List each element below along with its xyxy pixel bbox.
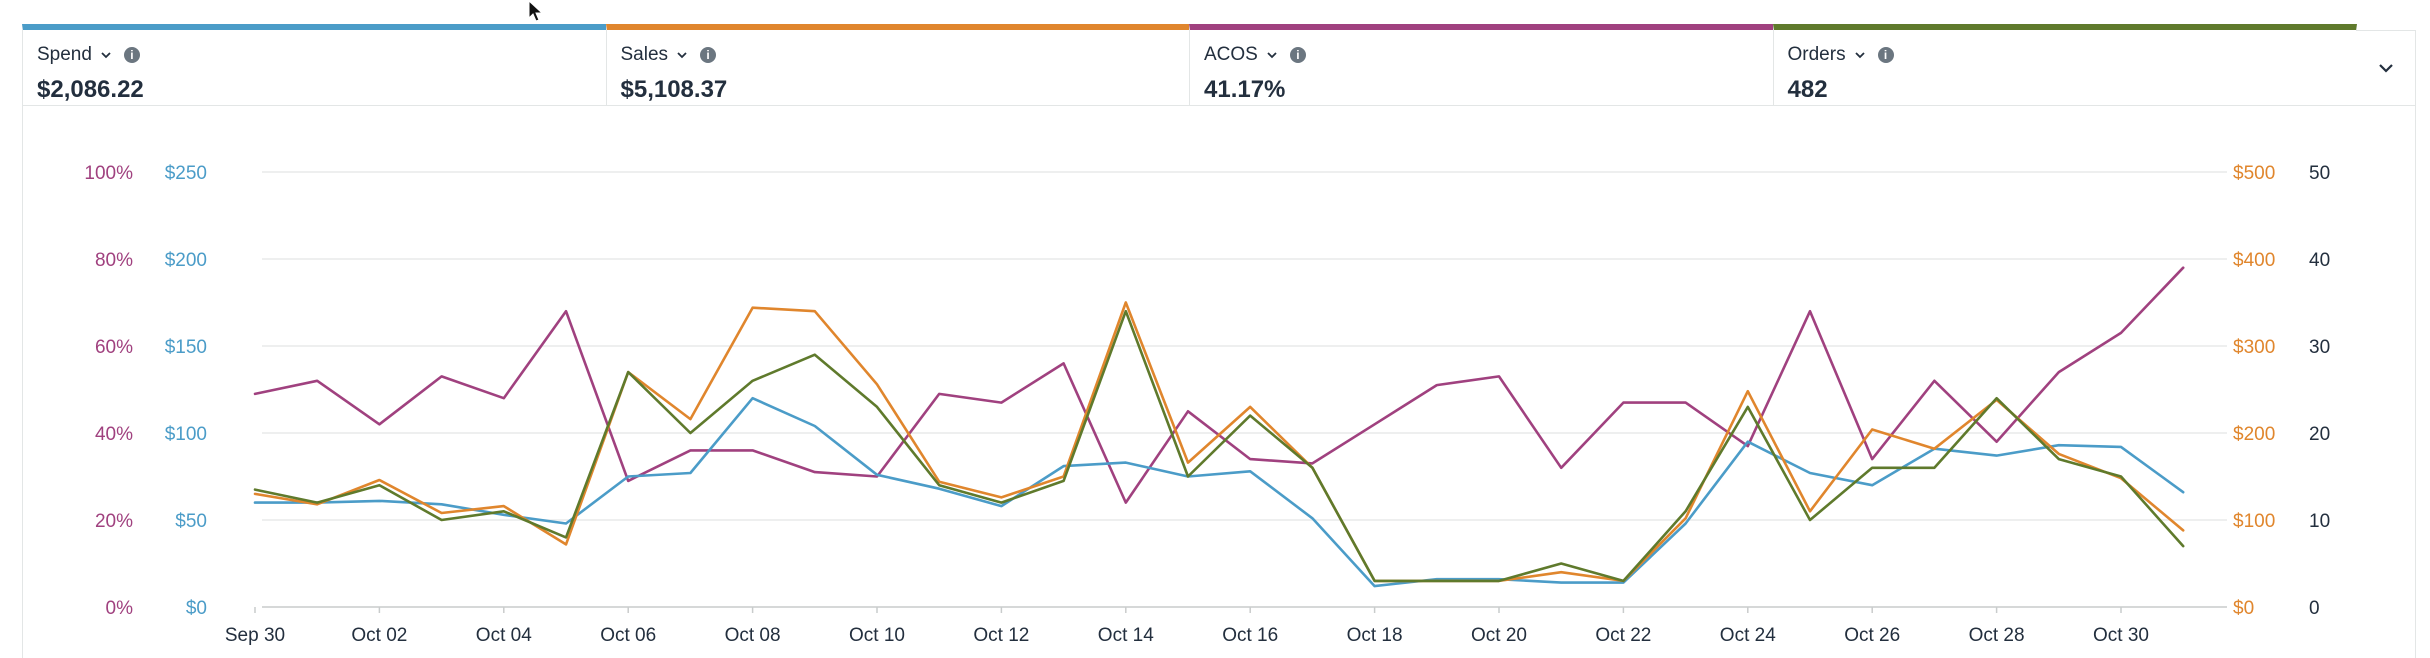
x-tick-label: Oct 22 xyxy=(1595,625,1651,646)
info-icon[interactable]: i xyxy=(1877,47,1894,63)
spend-tick-label: $200 xyxy=(165,250,207,271)
metric-card-sales[interactable]: Sales i $5,108.37 xyxy=(605,24,1190,106)
metric-card-orders[interactable]: Orders i 482 xyxy=(1772,24,2357,106)
metric-label: Sales xyxy=(620,44,669,65)
series-line-sales xyxy=(253,301,2185,583)
x-tick-label: Sep 30 xyxy=(225,625,285,646)
metric-value: $2,086.22 xyxy=(37,76,144,103)
chart-panel: 0% $0 $0 0 20% $50 $100 10 40% $100 $200 20 60% $150 $… xyxy=(22,106,2416,658)
x-tick-label: Oct 08 xyxy=(725,625,781,646)
x-tick-label: Oct 16 xyxy=(1222,625,1278,646)
spend-tick-label: $150 xyxy=(165,337,207,358)
mouse-cursor-icon xyxy=(528,0,544,22)
spend-tick-label: $0 xyxy=(186,598,207,619)
spend-tick-label: $250 xyxy=(165,163,207,184)
metric-value: $5,108.37 xyxy=(620,76,728,103)
sales-tick-label: $400 xyxy=(2233,250,2275,271)
acos-tick-label: 40% xyxy=(95,424,133,445)
x-tick-label: Oct 06 xyxy=(600,625,656,646)
metric-value: 41.17% xyxy=(1204,76,1286,103)
x-tick-label: Oct 18 xyxy=(1347,625,1403,646)
metric-card-acos[interactable]: ACOS i 41.17% xyxy=(1189,24,1774,106)
acos-tick-label: 20% xyxy=(95,511,133,532)
orders-tick-label: 40 xyxy=(2309,250,2330,271)
series-line-spend xyxy=(253,396,2185,588)
x-tick-label: Oct 26 xyxy=(1844,625,1900,646)
metrics-bar: Spend i $2,086.22 Sales i $5,108.37 ACOS… xyxy=(22,24,2357,106)
chevron-down-icon[interactable] xyxy=(100,49,112,61)
info-icon[interactable]: i xyxy=(1289,47,1306,63)
acos-tick-label: 80% xyxy=(95,250,133,271)
chevron-down-icon[interactable] xyxy=(1266,49,1278,61)
x-tick-label: Oct 20 xyxy=(1471,625,1527,646)
series-line-orders xyxy=(253,309,2185,583)
acos-tick-label: 100% xyxy=(84,163,133,184)
chevron-down-icon[interactable] xyxy=(2377,59,2395,77)
sales-tick-label: $500 xyxy=(2233,163,2275,184)
metric-card-spend[interactable]: Spend i $2,086.22 xyxy=(22,24,607,106)
sales-tick-label: $300 xyxy=(2233,337,2275,358)
x-tick-label: Oct 28 xyxy=(1969,625,2025,646)
metric-value: 482 xyxy=(1787,76,1828,103)
orders-tick-label: 20 xyxy=(2309,424,2330,445)
spend-tick-label: $100 xyxy=(165,424,207,445)
sales-tick-label: $100 xyxy=(2233,511,2275,532)
x-tick-label: Oct 12 xyxy=(973,625,1029,646)
x-tick-label: Oct 10 xyxy=(849,625,905,646)
info-icon[interactable]: i xyxy=(700,47,717,63)
acos-tick-label: 60% xyxy=(95,337,133,358)
metric-label: ACOS xyxy=(1204,44,1258,65)
sales-tick-label: $200 xyxy=(2233,424,2275,445)
x-tick-label: Oct 02 xyxy=(351,625,407,646)
x-tick-label: Oct 30 xyxy=(2093,625,2149,646)
orders-tick-label: 0 xyxy=(2309,598,2320,619)
spend-tick-label: $50 xyxy=(175,511,207,532)
expand-metrics-button[interactable] xyxy=(2356,30,2416,106)
metric-label: Spend xyxy=(37,44,92,65)
chevron-down-icon[interactable] xyxy=(676,49,688,61)
performance-line-chart: 0% $0 $0 0 20% $50 $100 10 40% $100 $200 20 60% $150 $… xyxy=(84,163,2330,646)
metric-label: Orders xyxy=(1787,44,1846,65)
acos-tick-label: 0% xyxy=(106,598,134,619)
x-tick-label: Oct 24 xyxy=(1720,625,1776,646)
orders-tick-label: 10 xyxy=(2309,511,2330,532)
orders-tick-label: 50 xyxy=(2309,163,2330,184)
sales-tick-label: $0 xyxy=(2233,598,2254,619)
x-tick-label: Oct 14 xyxy=(1098,625,1154,646)
info-icon[interactable]: i xyxy=(123,47,140,63)
chevron-down-icon[interactable] xyxy=(1854,49,1866,61)
orders-tick-label: 30 xyxy=(2309,337,2330,358)
x-tick-label: Oct 04 xyxy=(476,625,532,646)
